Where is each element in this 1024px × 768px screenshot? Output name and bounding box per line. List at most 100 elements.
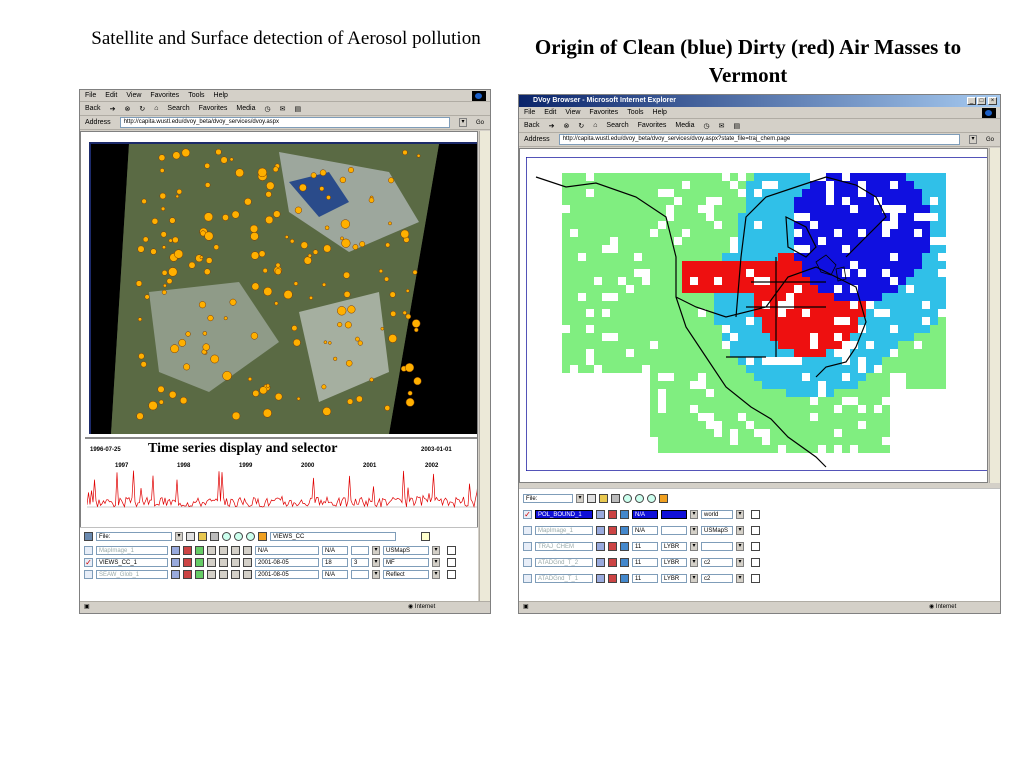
param-b-dropdown[interactable]: ▾ bbox=[690, 526, 698, 535]
layer-param-b[interactable] bbox=[661, 526, 687, 535]
mail-icon[interactable]: ✉ bbox=[718, 122, 725, 130]
layer-param-c[interactable]: world bbox=[701, 510, 733, 519]
param-c-dropdown[interactable]: ▾ bbox=[736, 542, 744, 551]
menu-file[interactable]: File bbox=[524, 109, 536, 116]
layer-date-field[interactable]: 2001-08-05 bbox=[255, 558, 319, 567]
layer-name-field[interactable]: MapImage_1 bbox=[535, 526, 593, 535]
file-dropdown[interactable]: ▾ bbox=[175, 532, 183, 541]
layer-checkbox[interactable]: ✓ bbox=[523, 510, 532, 519]
left-page-scrollbar[interactable] bbox=[479, 131, 490, 527]
menu-view[interactable]: View bbox=[565, 109, 581, 116]
address-dropdown[interactable]: ▾ bbox=[458, 118, 467, 127]
layer-param-b[interactable]: 3 bbox=[351, 558, 369, 567]
print-icon[interactable] bbox=[210, 532, 219, 541]
satellite-aerosol-map[interactable] bbox=[89, 142, 478, 434]
back-button[interactable]: Back bbox=[524, 122, 540, 129]
stop-icon[interactable]: ⊗ bbox=[124, 105, 131, 113]
param-c-dropdown[interactable]: ▾ bbox=[736, 574, 744, 583]
param-b-dropdown[interactable]: ▾ bbox=[690, 558, 698, 567]
layer-checkbox[interactable]: ✓ bbox=[84, 558, 93, 567]
layer-param-a[interactable]: N/A bbox=[322, 570, 348, 579]
layer-name-field[interactable]: SEAW_Glob_1 bbox=[96, 570, 168, 579]
grid-icon[interactable] bbox=[258, 532, 267, 541]
zoom-in-icon[interactable] bbox=[623, 494, 632, 503]
layer-delete-icon[interactable] bbox=[447, 558, 456, 567]
layer-param-b[interactable] bbox=[351, 570, 369, 579]
layer-param-b[interactable] bbox=[351, 546, 369, 555]
param-c-dropdown[interactable]: ▾ bbox=[736, 558, 744, 567]
layer-play-icon[interactable] bbox=[620, 574, 629, 583]
menu-favorites[interactable]: Favorites bbox=[589, 109, 619, 116]
layer-param-a[interactable]: 11 bbox=[632, 542, 658, 551]
layer-name-field[interactable]: TRAJ_CHEM bbox=[535, 542, 593, 551]
print-icon[interactable]: ▤ bbox=[733, 122, 741, 130]
step-back-icon[interactable] bbox=[219, 558, 228, 567]
go-button[interactable]: Go bbox=[475, 119, 484, 126]
zoom-in-icon[interactable] bbox=[222, 532, 231, 541]
layer-settings-icon[interactable] bbox=[183, 546, 192, 555]
layer-param-a[interactable]: 11 bbox=[632, 558, 658, 567]
layer-name-field[interactable]: POL_BOUND_1 bbox=[535, 510, 593, 519]
layer-param-c[interactable]: Reflect bbox=[383, 570, 429, 579]
media-button[interactable]: Media bbox=[236, 105, 256, 112]
layer-settings-icon[interactable] bbox=[183, 570, 192, 579]
help-icon[interactable] bbox=[421, 532, 430, 541]
layer-delete-icon[interactable] bbox=[751, 542, 760, 551]
zoom-reset-icon[interactable] bbox=[647, 494, 656, 503]
close-button[interactable]: × bbox=[988, 97, 997, 105]
favorites-button[interactable]: Favorites bbox=[637, 122, 667, 129]
address-dropdown[interactable]: ▾ bbox=[968, 135, 977, 144]
layer-delete-icon[interactable] bbox=[751, 558, 760, 567]
layer-settings-icon[interactable] bbox=[608, 526, 617, 535]
go-button[interactable]: Go bbox=[985, 136, 994, 143]
grid-icon[interactable] bbox=[659, 494, 668, 503]
param-b-dropdown[interactable]: ▾ bbox=[690, 574, 698, 583]
layer-name-field[interactable]: ATADGnd_T_1 bbox=[535, 574, 593, 583]
layer-param-c[interactable]: USMapS bbox=[701, 526, 733, 535]
layer-checkbox[interactable] bbox=[523, 526, 532, 535]
print-icon[interactable]: ▤ bbox=[294, 105, 302, 113]
menu-view[interactable]: View bbox=[126, 92, 142, 99]
layer-name-field[interactable]: MapImage_1 bbox=[96, 546, 168, 555]
layer-checkbox[interactable] bbox=[523, 542, 532, 551]
layer-settings-icon[interactable] bbox=[608, 574, 617, 583]
layer-view-icon[interactable] bbox=[171, 546, 180, 555]
layer-play-icon[interactable] bbox=[195, 546, 204, 555]
step-first-icon[interactable] bbox=[207, 558, 216, 567]
address-input[interactable]: http://capita.wustl.edu/dvoy_beta/dvoy_s… bbox=[558, 134, 960, 145]
step-last-icon[interactable] bbox=[243, 558, 252, 567]
layer-param-c[interactable]: c2 bbox=[701, 574, 733, 583]
menu-tools[interactable]: Tools bbox=[188, 92, 205, 99]
layer-param-a[interactable]: 11 bbox=[632, 574, 658, 583]
layer-play-icon[interactable] bbox=[620, 526, 629, 535]
step-back-icon[interactable] bbox=[219, 570, 228, 579]
home-icon[interactable]: ⌂ bbox=[154, 105, 159, 112]
layer-settings-icon[interactable] bbox=[608, 558, 617, 567]
layer-checkbox[interactable] bbox=[523, 574, 532, 583]
menu-file[interactable]: File bbox=[85, 92, 97, 99]
file-dropdown[interactable]: ▾ bbox=[576, 494, 584, 503]
layer-play-icon[interactable] bbox=[195, 570, 204, 579]
minimize-button[interactable]: _ bbox=[967, 97, 976, 105]
param-c-dropdown[interactable]: ▾ bbox=[736, 526, 744, 535]
layer-delete-icon[interactable] bbox=[447, 546, 456, 555]
history-icon[interactable]: ◷ bbox=[264, 105, 271, 113]
layer-param-c[interactable] bbox=[701, 542, 733, 551]
favorites-button[interactable]: Favorites bbox=[198, 105, 228, 112]
menu-help[interactable]: Help bbox=[652, 109, 667, 116]
layer-param-c[interactable]: c2 bbox=[701, 558, 733, 567]
address-input[interactable]: http://capita.wustl.edu/dvoy_beta/dvoy_s… bbox=[119, 117, 450, 128]
param-c-dropdown[interactable]: ▾ bbox=[432, 570, 440, 579]
file-select[interactable]: File: bbox=[523, 494, 573, 503]
print-icon[interactable] bbox=[611, 494, 620, 503]
layer-param-c[interactable]: USMapS bbox=[383, 546, 429, 555]
param-c-dropdown[interactable]: ▾ bbox=[432, 558, 440, 567]
menu-help[interactable]: Help bbox=[213, 92, 228, 99]
param-c-dropdown[interactable]: ▾ bbox=[736, 510, 744, 519]
layer-view-icon[interactable] bbox=[596, 542, 605, 551]
search-button[interactable]: Search bbox=[167, 105, 190, 112]
layer-param-b[interactable]: LYBR bbox=[661, 558, 687, 567]
layer-delete-icon[interactable] bbox=[751, 574, 760, 583]
param-c-dropdown[interactable]: ▾ bbox=[432, 546, 440, 555]
forward-icon[interactable]: ➔ bbox=[548, 122, 555, 130]
